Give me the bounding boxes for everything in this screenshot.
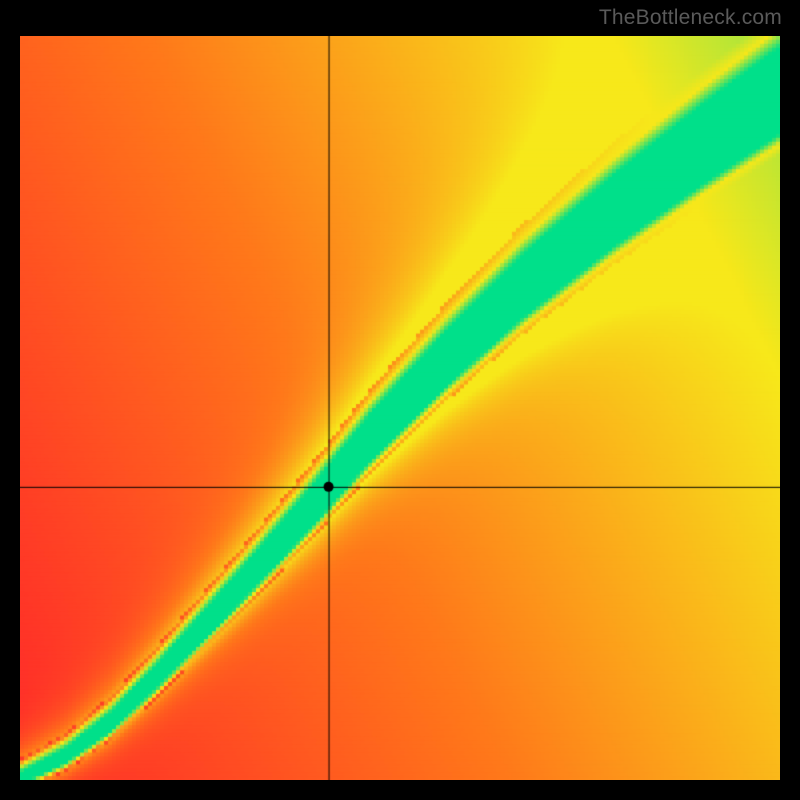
bottleneck-heatmap xyxy=(20,36,780,780)
watermark-text: TheBottleneck.com xyxy=(599,6,782,30)
